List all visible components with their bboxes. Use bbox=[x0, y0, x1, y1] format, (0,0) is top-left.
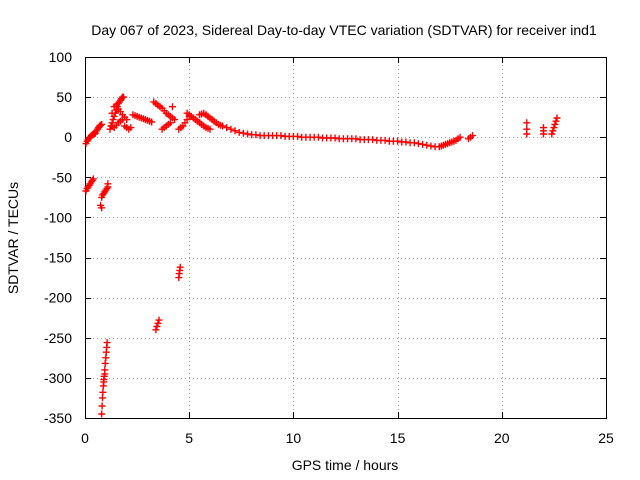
data-point bbox=[169, 103, 176, 111]
x-tick-label: 0 bbox=[81, 430, 89, 446]
y-tick-label: -300 bbox=[44, 370, 72, 386]
data-point bbox=[206, 125, 214, 133]
data-point bbox=[89, 175, 97, 183]
data-point bbox=[548, 130, 556, 138]
data-marks bbox=[82, 93, 561, 418]
data-point bbox=[127, 124, 135, 132]
data-point bbox=[540, 124, 547, 132]
data-point bbox=[552, 117, 560, 125]
data-point bbox=[223, 124, 231, 132]
data-point bbox=[423, 141, 431, 149]
data-point bbox=[244, 130, 252, 138]
data-point bbox=[109, 116, 117, 124]
data-point bbox=[99, 388, 107, 396]
y-tick-label: -350 bbox=[44, 410, 72, 426]
data-point bbox=[98, 402, 106, 410]
x-tick-label: 20 bbox=[494, 430, 510, 446]
data-point bbox=[100, 376, 108, 383]
data-point bbox=[550, 124, 558, 132]
data-point bbox=[98, 204, 106, 212]
data-point bbox=[154, 319, 162, 327]
data-point bbox=[252, 131, 260, 139]
data-point bbox=[98, 410, 106, 418]
x-axis-label: GPS time / hours bbox=[292, 457, 399, 473]
data-point bbox=[119, 116, 126, 124]
chart-title: Day 067 of 2023, Sidereal Day-to-day VTE… bbox=[91, 22, 597, 38]
data-point bbox=[419, 140, 427, 148]
y-tick-label: -50 bbox=[52, 169, 72, 185]
y-tick-label: -200 bbox=[44, 290, 72, 306]
data-point bbox=[331, 134, 339, 142]
y-axis-label: SDTVAR / TECUs bbox=[5, 182, 21, 294]
x-tick-label: 25 bbox=[598, 430, 614, 446]
data-point bbox=[523, 125, 531, 133]
y-tick-labels: 100 50 0 -50 -100 -150 -200 -250 -300 -350 bbox=[44, 49, 72, 426]
data-point bbox=[166, 119, 174, 127]
data-point bbox=[104, 180, 112, 188]
y-tick-label: -250 bbox=[44, 330, 72, 346]
data-point bbox=[456, 133, 464, 141]
data-point bbox=[153, 323, 161, 330]
data-point bbox=[553, 114, 561, 122]
data-point bbox=[171, 116, 179, 124]
data-point bbox=[88, 177, 96, 184]
data-point bbox=[120, 93, 128, 101]
data-point bbox=[103, 185, 111, 193]
data-point bbox=[176, 263, 184, 271]
y-tick-label: -150 bbox=[44, 250, 72, 266]
data-point bbox=[108, 109, 116, 117]
data-point bbox=[549, 127, 557, 135]
data-point bbox=[381, 136, 389, 144]
data-point bbox=[231, 127, 239, 135]
data-point bbox=[551, 120, 559, 128]
x-tick-label: 5 bbox=[185, 430, 193, 446]
data-point bbox=[152, 326, 160, 334]
grid-lines bbox=[85, 57, 606, 418]
data-point bbox=[410, 139, 418, 147]
data-point bbox=[97, 121, 105, 129]
x-tick-label: 15 bbox=[390, 430, 406, 446]
data-point bbox=[103, 339, 111, 347]
data-point bbox=[235, 128, 243, 136]
data-point bbox=[523, 119, 531, 127]
data-point bbox=[155, 316, 163, 324]
data-point bbox=[352, 135, 360, 143]
data-point bbox=[227, 125, 235, 133]
x-tick-label: 10 bbox=[286, 430, 302, 446]
y-tick-label: 0 bbox=[64, 129, 72, 145]
data-point bbox=[112, 101, 120, 109]
data-point bbox=[414, 140, 422, 148]
data-point bbox=[277, 132, 285, 140]
data-point bbox=[314, 133, 322, 141]
data-point bbox=[219, 122, 226, 130]
x-tick-labels: 0 5 10 15 20 25 bbox=[81, 430, 614, 446]
data-point bbox=[394, 137, 402, 145]
data-point bbox=[239, 129, 247, 137]
y-tick-label: 100 bbox=[49, 49, 73, 65]
plot-frame bbox=[85, 57, 607, 419]
data-point bbox=[427, 142, 435, 150]
data-point bbox=[369, 136, 377, 144]
data-point bbox=[294, 132, 302, 140]
y-tick-label: 50 bbox=[56, 89, 72, 105]
data-point bbox=[148, 118, 156, 126]
data-point bbox=[101, 370, 109, 378]
data-point bbox=[98, 120, 106, 128]
data-point bbox=[402, 138, 410, 146]
data-point bbox=[469, 132, 477, 140]
y-tick-label: -100 bbox=[44, 209, 72, 225]
